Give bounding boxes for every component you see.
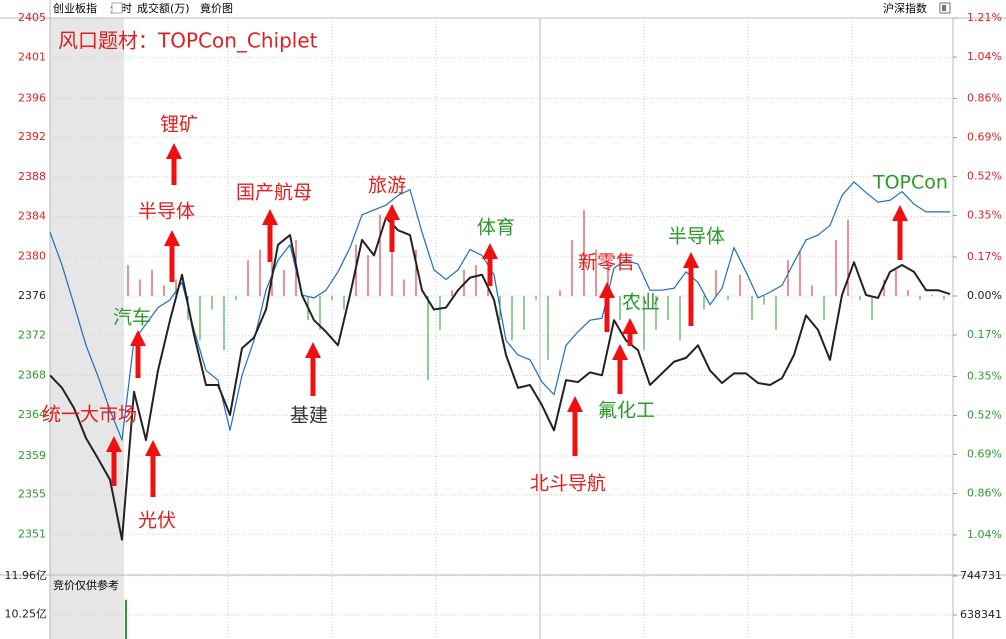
arrow <box>166 143 182 185</box>
arrow <box>612 344 628 394</box>
annotation: 统一大市场 <box>42 404 137 426</box>
auction-area <box>50 18 124 639</box>
y-tick-label: 2351 <box>18 527 46 540</box>
arrow <box>482 243 498 286</box>
arrow <box>130 330 146 378</box>
y2-tick-label: 0.52% <box>967 408 1002 421</box>
arrow <box>622 318 638 346</box>
arrow <box>164 230 180 282</box>
arrow <box>145 440 161 497</box>
y2-tick-label: 0.52% <box>967 170 1002 183</box>
y2-tick-label: 0.86% <box>967 91 1002 104</box>
arrow <box>262 209 278 262</box>
y-tick-label: 2388 <box>18 170 46 183</box>
y-tick-label: 2355 <box>18 488 46 501</box>
arrow <box>106 436 122 486</box>
annotation: TOPCon <box>872 172 948 194</box>
annotation: 基建 <box>290 405 328 427</box>
volume-tick-label: 11.96亿 <box>5 569 48 582</box>
y2-tick-label: 0.35% <box>967 369 1002 382</box>
y-tick-label: 2405 <box>18 11 46 24</box>
y-tick-label: 2380 <box>18 249 46 262</box>
y-tick-label: 2364 <box>18 408 46 421</box>
annotation: 半导体 <box>668 226 725 248</box>
arrow <box>567 396 583 456</box>
y-tick-label: 2401 <box>18 51 46 64</box>
arrow <box>683 252 699 326</box>
annotation: 汽车 <box>113 307 151 329</box>
volume-y2-tick-label: 744731 <box>960 569 1002 582</box>
y2-tick-label: 1.21% <box>967 11 1002 24</box>
y2-tick-label: 0.00% <box>967 289 1002 302</box>
annotation: 风口题材：TOPCon_Chiplet <box>58 29 318 53</box>
annotation: 农业 <box>622 292 660 314</box>
annotation: 北斗导航 <box>530 473 606 495</box>
annotation: 旅游 <box>368 175 406 197</box>
y2-tick-label: 0.17% <box>967 250 1002 263</box>
y-tick-label: 2359 <box>18 449 46 462</box>
header-item: 创业板指 <box>53 1 97 15</box>
y2-tick-label: 0.35% <box>967 209 1002 222</box>
header-right[interactable]: 沪深指数 <box>883 1 927 15</box>
auction-note: 竞价仅供参考 <box>53 578 119 592</box>
annotation: 锂矿 <box>160 114 198 136</box>
icon <box>942 5 946 11</box>
header-item: 成交额(万) <box>137 1 190 15</box>
annotation: 氟化工 <box>598 400 655 422</box>
y2-tick-label: 1.04% <box>967 528 1002 541</box>
y-tick-label: 2396 <box>18 91 46 104</box>
y2-tick-label: 0.17% <box>967 328 1002 341</box>
annotation: 国产航母 <box>236 182 312 204</box>
y-tick-label: 2392 <box>18 130 46 143</box>
price-line <box>49 181 950 441</box>
volume-y2-tick-label: 638341 <box>960 608 1002 621</box>
icon[interactable] <box>939 2 951 14</box>
close-icon[interactable] <box>111 2 123 14</box>
arrow <box>384 204 400 252</box>
annotation: 新零售 <box>578 252 635 274</box>
price-line <box>49 216 951 541</box>
y2-tick-label: 0.69% <box>967 130 1002 143</box>
y2-tick-label: 0.69% <box>967 448 1002 461</box>
y2-tick-label: 0.86% <box>967 487 1002 500</box>
annotation: 光伏 <box>138 510 176 532</box>
arrow <box>599 282 615 332</box>
header-item: 竟价图 <box>200 2 233 15</box>
y-tick-label: 2376 <box>18 289 46 302</box>
y-tick-label: 2372 <box>18 329 46 342</box>
annotation: 半导体 <box>138 201 195 223</box>
y-tick-label: 2368 <box>18 368 46 381</box>
arrow <box>305 342 321 396</box>
volume-bar <box>125 599 127 639</box>
y2-tick-label: 1.04% <box>967 50 1002 63</box>
arrow <box>892 205 908 260</box>
annotation: 体育 <box>477 217 515 239</box>
y-tick-label: 2384 <box>18 210 46 223</box>
volume-tick-label: 10.25亿 <box>5 608 48 621</box>
